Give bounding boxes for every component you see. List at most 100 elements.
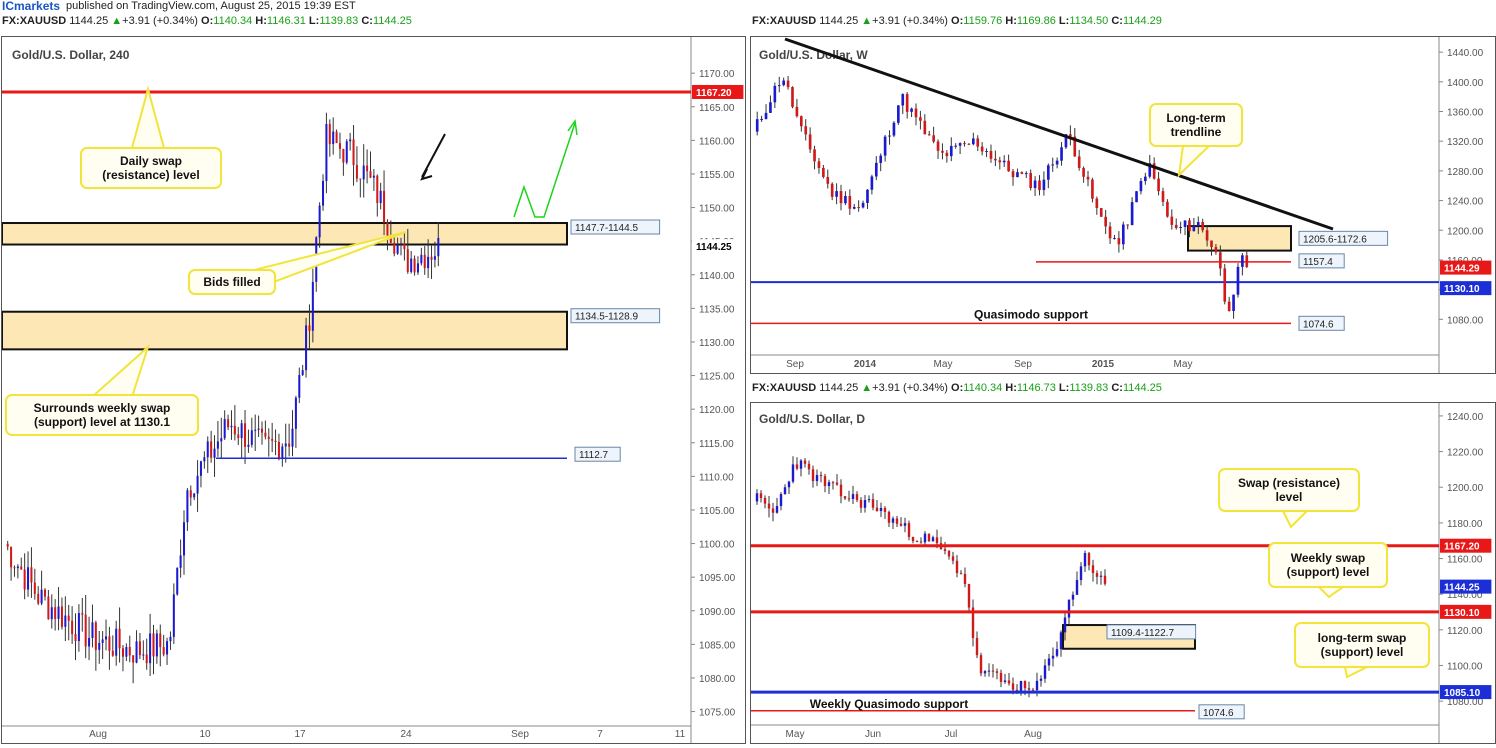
daily-candle bbox=[1023, 681, 1027, 689]
daily-chart-panel[interactable]: Gold/U.S. Dollar, D 1240.00 1220.00 1200.00… bbox=[750, 402, 1496, 744]
daily-price-tick: 1080.00 bbox=[1447, 697, 1484, 708]
h4-candle bbox=[155, 633, 158, 657]
weekly-candle bbox=[914, 108, 918, 118]
daily-candle bbox=[1047, 658, 1051, 666]
daily-longterm-tag: 1085.10 bbox=[1444, 688, 1481, 699]
h4-candle bbox=[250, 430, 253, 445]
h4-support-label-bg bbox=[574, 446, 621, 462]
h4-callout-surrounds-box bbox=[5, 394, 199, 436]
weekly-candle bbox=[844, 195, 847, 204]
h4-candle bbox=[399, 243, 403, 245]
daily-callout-longterm-box bbox=[1294, 622, 1430, 668]
h4-candle bbox=[305, 325, 308, 371]
weekly-candle bbox=[945, 152, 949, 157]
h4-candle bbox=[118, 628, 121, 649]
h4-candle bbox=[199, 461, 202, 476]
weekly-chart-panel[interactable]: Gold/U.S. Dollar, W 1440.00 1400.00 1360.00… bbox=[750, 36, 1496, 374]
weekly-quasimodo-text: Quasimodo support bbox=[974, 307, 1088, 321]
daily-candle bbox=[947, 550, 951, 557]
h4-callout-daily-swap-text: (resistance) level bbox=[102, 168, 199, 182]
h4-candle bbox=[172, 594, 175, 637]
h4-candle bbox=[430, 256, 433, 260]
weekly-candle bbox=[1064, 134, 1068, 148]
h4-candle bbox=[33, 582, 36, 594]
weekly-candle bbox=[870, 176, 874, 190]
weekly-candle bbox=[1073, 136, 1077, 157]
daily-candle bbox=[819, 474, 823, 477]
weekly-candle bbox=[830, 183, 834, 197]
daily-candle bbox=[759, 493, 763, 498]
daily-candle bbox=[871, 499, 875, 508]
daily-current-tag: 1144.25 bbox=[1444, 583, 1480, 594]
weekly-candle bbox=[892, 122, 896, 136]
daily-candle bbox=[991, 670, 995, 672]
h4-price-tick: 1090.00 bbox=[699, 607, 736, 618]
weekly-candle bbox=[874, 162, 878, 177]
h4-time-tick: 7 bbox=[597, 729, 603, 740]
weekly-candle bbox=[963, 143, 966, 145]
weekly-candle bbox=[1201, 222, 1205, 231]
daily-candle bbox=[1051, 655, 1055, 659]
weekly-candle bbox=[998, 160, 1002, 163]
h4-candle bbox=[298, 374, 301, 398]
daily-callout-weekly-swap-box bbox=[1268, 542, 1388, 588]
daily-candle bbox=[979, 655, 983, 674]
weekly-candle bbox=[1095, 198, 1099, 209]
h4-candle bbox=[244, 423, 247, 447]
weekly-candle bbox=[910, 108, 913, 112]
weekly-candle bbox=[1144, 176, 1147, 182]
weekly-candle bbox=[1183, 220, 1187, 227]
h4-candle bbox=[318, 205, 321, 238]
weekly-candle bbox=[989, 151, 993, 159]
weekly-candle bbox=[1091, 179, 1094, 199]
weekly-candle bbox=[927, 134, 931, 136]
h4-candle bbox=[43, 589, 47, 597]
h4-time-tick: Sep bbox=[511, 729, 529, 740]
daily-candle bbox=[831, 482, 835, 484]
h4-candle bbox=[427, 256, 430, 269]
quote-weekly: FX:XAUUSD 1144.25 ▲+3.91 (+0.34%) O:1159… bbox=[752, 15, 1162, 27]
h4-time-tick: 24 bbox=[400, 729, 412, 740]
h4-time-tick: 10 bbox=[199, 729, 211, 740]
weekly-candle bbox=[799, 116, 803, 127]
daily-candle bbox=[779, 494, 783, 507]
weekly-candle bbox=[1214, 247, 1218, 253]
daily-callout-longterm-text: long-term swap bbox=[1318, 631, 1407, 645]
weekly-candle bbox=[1007, 160, 1010, 172]
weekly-candle bbox=[760, 118, 763, 120]
weekly-time-tick: May bbox=[934, 359, 953, 370]
h4-price-tick: 1125.00 bbox=[699, 372, 735, 383]
daily-quasimodo-text: Weekly Quasimodo support bbox=[810, 697, 968, 711]
daily-candle bbox=[1071, 594, 1075, 600]
daily-price-tick: 1120.00 bbox=[1447, 626, 1483, 637]
h4-candle bbox=[240, 423, 243, 439]
weekly-candle bbox=[1002, 160, 1006, 163]
weekly-candle bbox=[1161, 191, 1165, 202]
daily-candle bbox=[863, 500, 867, 508]
h4-chart-panel[interactable]: Gold/U.S. Dollar, 240 1170.00 1165.00 1160.… bbox=[1, 36, 746, 744]
h4-candle bbox=[389, 235, 392, 243]
h4-candle bbox=[237, 434, 240, 439]
weekly-candle bbox=[764, 112, 768, 119]
daily-candle bbox=[907, 523, 911, 537]
h4-candle bbox=[284, 443, 287, 447]
daily-candle bbox=[963, 573, 967, 584]
daily-candle bbox=[1099, 575, 1103, 577]
weekly-candle bbox=[1245, 255, 1249, 267]
daily-candle bbox=[923, 533, 927, 543]
weekly-candle bbox=[1196, 222, 1200, 226]
daily-price-tick: 1220.00 bbox=[1447, 448, 1484, 459]
h4-candle bbox=[193, 493, 196, 498]
h4-candle bbox=[54, 607, 57, 619]
weekly-candle bbox=[1192, 225, 1196, 232]
h4-price-tick: 1150.00 bbox=[699, 204, 735, 215]
daily-candle bbox=[795, 464, 799, 469]
weekly-candle bbox=[1121, 224, 1125, 245]
h4-candle bbox=[47, 596, 50, 620]
h4-candle bbox=[60, 606, 63, 627]
h4-candle bbox=[91, 622, 94, 638]
h4-candle bbox=[301, 370, 304, 375]
daily-resistance-tag-bg bbox=[1440, 538, 1492, 553]
h4-candle bbox=[311, 281, 314, 331]
h4-price-tick: 1110.00 bbox=[699, 472, 734, 483]
